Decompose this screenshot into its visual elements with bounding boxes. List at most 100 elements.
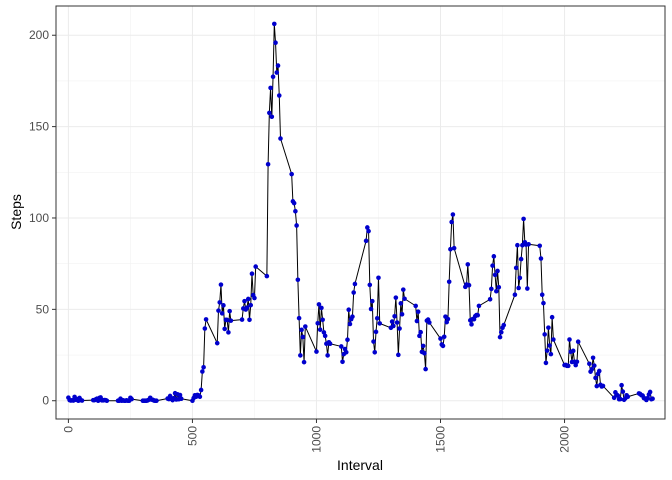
data-point (391, 323, 396, 329)
data-point (249, 271, 255, 277)
data-point (587, 361, 592, 367)
data-point (538, 256, 544, 261)
data-point (575, 339, 581, 345)
data-point (347, 321, 353, 327)
data-point (198, 387, 204, 393)
data-point (399, 311, 405, 317)
data-point (239, 317, 245, 322)
data-point (293, 208, 298, 214)
data-point (415, 309, 421, 315)
x-tick-label: 1000 (309, 426, 323, 453)
data-point (203, 317, 209, 322)
data-point (226, 330, 231, 335)
data-point (490, 263, 495, 268)
data-point (543, 360, 549, 366)
data-point (397, 326, 402, 331)
data-point (218, 282, 224, 287)
data-point (551, 337, 556, 342)
data-point (340, 359, 345, 365)
data-point (487, 297, 493, 302)
data-point (376, 275, 381, 281)
data-point (611, 395, 617, 401)
data-point (526, 242, 531, 247)
data-point (314, 349, 319, 354)
data-point (363, 238, 369, 244)
data-point (518, 256, 524, 262)
data-point (270, 74, 276, 80)
data-point (217, 300, 223, 305)
data-point (296, 315, 302, 321)
data-point (252, 295, 257, 301)
data-point (414, 318, 420, 324)
x-tick-label: 0 (61, 426, 75, 433)
data-point (227, 308, 232, 314)
data-point (489, 286, 494, 292)
data-point (541, 300, 546, 306)
data-point (438, 336, 443, 341)
y-tick-label: 200 (29, 28, 49, 42)
data-point (501, 322, 507, 328)
x-tick-label: 1500 (434, 426, 448, 453)
data-point (276, 93, 282, 98)
data-point (343, 350, 349, 355)
data-point (351, 290, 356, 295)
data-point (450, 212, 456, 217)
data-point (448, 246, 453, 252)
data-point (496, 284, 502, 290)
data-point (366, 228, 371, 234)
data-point (548, 351, 554, 357)
y-tick-label: 100 (29, 211, 49, 225)
data-point (441, 334, 447, 340)
data-point (79, 398, 85, 403)
data-point (294, 223, 299, 228)
data-point (570, 348, 576, 354)
data-point (590, 355, 596, 361)
y-tick-label: 0 (42, 394, 49, 408)
data-point (389, 319, 395, 324)
data-point (594, 383, 600, 389)
data-point (567, 337, 572, 342)
data-point (650, 396, 655, 402)
data-point (345, 337, 350, 342)
data-point (423, 366, 428, 372)
data-point (494, 288, 499, 294)
y-axis-ticks: 0 50 100 150 200 (29, 28, 56, 408)
data-point (338, 344, 344, 349)
data-point (445, 316, 451, 322)
data-point (592, 363, 597, 368)
data-point (177, 392, 183, 398)
data-series (66, 21, 655, 404)
data-point (365, 225, 370, 230)
data-point (197, 394, 203, 400)
data-point (618, 396, 623, 402)
data-point (275, 63, 281, 68)
data-point (371, 339, 376, 344)
data-point (492, 272, 498, 278)
data-point (398, 301, 404, 306)
data-point (242, 298, 247, 304)
data-point (317, 327, 323, 332)
data-point (253, 264, 258, 269)
data-point (221, 303, 226, 308)
data-point (396, 352, 401, 358)
data-point (400, 287, 406, 292)
data-point (222, 326, 227, 332)
data-point (402, 296, 407, 302)
data-point (517, 275, 523, 281)
data-point (466, 282, 472, 288)
data-point (289, 171, 294, 177)
data-point (201, 364, 206, 370)
data-point (247, 317, 252, 323)
data-point (574, 359, 580, 365)
data-point (299, 327, 304, 333)
data-point (491, 254, 497, 259)
data-point (301, 359, 307, 365)
data-point (316, 302, 322, 307)
data-point (372, 350, 378, 355)
data-point (346, 307, 352, 313)
data-point (512, 292, 518, 298)
data-point (476, 303, 482, 309)
data-point (645, 395, 650, 401)
plot-panel-border (55, 5, 666, 420)
data-point (593, 375, 598, 381)
